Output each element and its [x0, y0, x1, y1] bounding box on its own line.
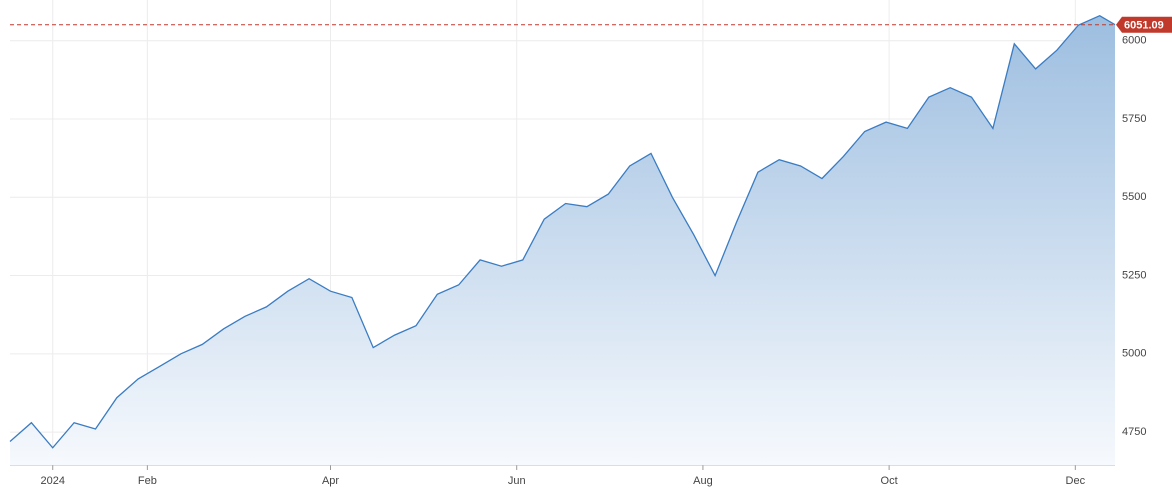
y-tick-label: 5750 — [1122, 113, 1146, 125]
y-tick-label: 5000 — [1122, 348, 1146, 360]
y-tick-label: 5250 — [1122, 269, 1146, 281]
x-tick-label: 2024 — [40, 475, 64, 487]
x-tick-label: Apr — [322, 475, 339, 487]
y-tick-label: 5500 — [1122, 191, 1146, 203]
x-tick-label: Jun — [508, 475, 526, 487]
last-value-label: 6051.09 — [1124, 20, 1164, 32]
area-fill — [10, 15, 1115, 465]
last-value-badge — [1116, 16, 1172, 33]
y-tick-label: 4750 — [1122, 426, 1146, 438]
x-tick-label: Oct — [881, 475, 898, 487]
area-line — [9, 14, 1116, 449]
y-tick-label: 6000 — [1122, 35, 1146, 47]
x-tick-label: Aug — [693, 475, 713, 487]
x-tick-label: Feb — [138, 475, 157, 487]
x-tick-label: Dec — [1066, 475, 1086, 487]
